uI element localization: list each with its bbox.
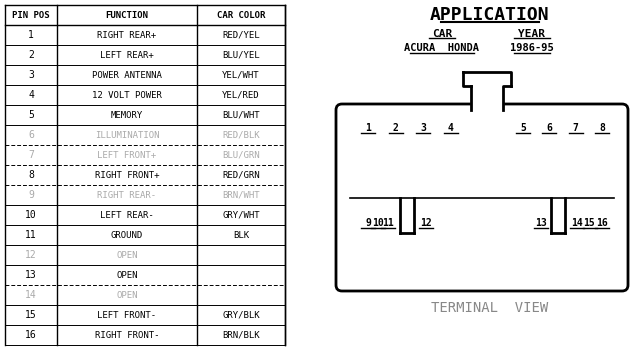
Text: RIGHT FRONT+: RIGHT FRONT+ xyxy=(95,170,159,180)
Text: BLU/YEL: BLU/YEL xyxy=(222,50,260,60)
Text: OPEN: OPEN xyxy=(116,290,138,300)
Polygon shape xyxy=(551,197,565,232)
Text: RED/BLK: RED/BLK xyxy=(222,131,260,140)
Text: RED/GRN: RED/GRN xyxy=(222,170,260,180)
Text: ACURA  HONDA: ACURA HONDA xyxy=(404,43,479,53)
Polygon shape xyxy=(400,197,414,232)
Text: GRY/WHT: GRY/WHT xyxy=(222,210,260,219)
Text: 7: 7 xyxy=(573,123,579,133)
Text: 9: 9 xyxy=(365,217,371,228)
Text: 5: 5 xyxy=(28,110,34,120)
Text: CAR COLOR: CAR COLOR xyxy=(217,10,265,20)
Text: RED/YEL: RED/YEL xyxy=(222,30,260,40)
Text: 15: 15 xyxy=(25,310,37,320)
Text: 14: 14 xyxy=(25,290,37,300)
Polygon shape xyxy=(463,72,511,110)
Text: 6: 6 xyxy=(547,123,552,133)
Text: LEFT REAR-: LEFT REAR- xyxy=(100,210,154,219)
Text: OPEN: OPEN xyxy=(116,271,138,280)
Text: 9: 9 xyxy=(28,190,34,200)
Text: 2: 2 xyxy=(28,50,34,60)
Text: 16: 16 xyxy=(596,217,608,228)
Text: PIN POS: PIN POS xyxy=(12,10,50,20)
Text: TERMINAL  VIEW: TERMINAL VIEW xyxy=(431,301,548,315)
Text: 1: 1 xyxy=(28,30,34,40)
Text: BRN/WHT: BRN/WHT xyxy=(222,190,260,199)
Text: BLU/WHT: BLU/WHT xyxy=(222,111,260,119)
Text: 1986-95: 1986-95 xyxy=(510,43,554,53)
Text: CAR: CAR xyxy=(432,29,452,39)
Text: 6: 6 xyxy=(28,130,34,140)
Text: 8: 8 xyxy=(28,170,34,180)
Text: 12: 12 xyxy=(420,217,432,228)
Text: BRN/BLK: BRN/BLK xyxy=(222,330,260,340)
Text: MEMORY: MEMORY xyxy=(111,111,143,119)
Text: 14: 14 xyxy=(571,217,583,228)
Text: 16: 16 xyxy=(25,330,37,340)
Text: LEFT FRONT+: LEFT FRONT+ xyxy=(97,150,157,160)
Text: 10: 10 xyxy=(372,217,384,228)
Text: 7: 7 xyxy=(28,150,34,160)
Text: BLK: BLK xyxy=(233,231,249,239)
Text: APPLICATION: APPLICATION xyxy=(430,6,550,24)
Text: 5: 5 xyxy=(520,123,526,133)
Text: RIGHT FRONT-: RIGHT FRONT- xyxy=(95,330,159,340)
Text: YEAR: YEAR xyxy=(518,29,545,39)
Text: 3: 3 xyxy=(28,70,34,80)
Text: 13: 13 xyxy=(535,217,547,228)
Text: 12 VOLT POWER: 12 VOLT POWER xyxy=(92,91,162,99)
Text: OPEN: OPEN xyxy=(116,251,138,259)
Text: FUNCTION: FUNCTION xyxy=(106,10,148,20)
Text: GRY/BLK: GRY/BLK xyxy=(222,310,260,320)
Text: BLU/GRN: BLU/GRN xyxy=(222,150,260,160)
Text: POWER ANTENNA: POWER ANTENNA xyxy=(92,70,162,79)
Text: 15: 15 xyxy=(584,217,595,228)
Text: ILLUMINATION: ILLUMINATION xyxy=(95,131,159,140)
Text: 10: 10 xyxy=(25,210,37,220)
Text: RIGHT REAR+: RIGHT REAR+ xyxy=(97,30,157,40)
Text: YEL/WHT: YEL/WHT xyxy=(222,70,260,79)
Text: LEFT REAR+: LEFT REAR+ xyxy=(100,50,154,60)
FancyBboxPatch shape xyxy=(336,104,628,291)
Text: 1: 1 xyxy=(365,123,371,133)
Text: 13: 13 xyxy=(25,270,37,280)
Text: 2: 2 xyxy=(393,123,399,133)
Text: 4: 4 xyxy=(28,90,34,100)
Text: 3: 3 xyxy=(420,123,426,133)
Text: 8: 8 xyxy=(599,123,605,133)
Text: RIGHT REAR-: RIGHT REAR- xyxy=(97,190,157,199)
Text: 11: 11 xyxy=(382,217,394,228)
Text: 12: 12 xyxy=(25,250,37,260)
Text: LEFT FRONT-: LEFT FRONT- xyxy=(97,310,157,320)
Text: 4: 4 xyxy=(448,123,454,133)
Text: GROUND: GROUND xyxy=(111,231,143,239)
Text: YEL/RED: YEL/RED xyxy=(222,91,260,99)
Text: 11: 11 xyxy=(25,230,37,240)
